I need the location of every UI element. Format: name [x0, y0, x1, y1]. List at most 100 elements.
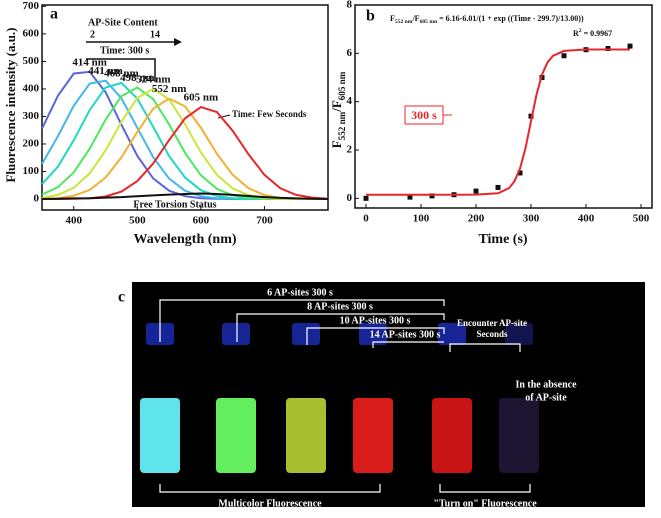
- photo-label: Seconds: [476, 329, 508, 339]
- vials: [140, 323, 539, 473]
- photo-label: of AP-site: [525, 392, 567, 403]
- text-part: = 6.16-6.01/(1 + exp ((Time - 299.7)/13.…: [437, 14, 584, 23]
- data-point: [528, 113, 534, 119]
- vial-body: [216, 398, 256, 473]
- annotation: 300 s: [411, 108, 437, 122]
- text-part: 605 nm: [420, 19, 438, 25]
- plot-frame: [41, 4, 329, 211]
- text-part: 605 nm: [337, 71, 347, 100]
- vial-cap: [222, 323, 250, 345]
- photo-label: In the absence: [515, 379, 577, 390]
- x-tick-label: 500: [129, 215, 146, 227]
- callout: [236, 313, 445, 342]
- series-line: [366, 48, 630, 196]
- bracket: [439, 484, 531, 493]
- vial-cap: [438, 323, 466, 345]
- annotation: 2: [90, 29, 95, 40]
- callout: [449, 343, 521, 352]
- annotation: Time: 300 s: [100, 45, 149, 56]
- y-tick-label: 400: [23, 82, 40, 94]
- peak-label: 498 nm: [120, 72, 155, 84]
- peak-label: 552 nm: [152, 83, 187, 95]
- y-tick-label: 200: [23, 137, 40, 149]
- y-tick-label: 300: [23, 110, 40, 122]
- photo-label: "Turn on" Fluorescence: [433, 498, 537, 509]
- peak-label: 468 nm: [104, 67, 139, 79]
- y-axis-label: F552 nm/F605 nm: [329, 71, 347, 148]
- y-tick-label: 8: [347, 0, 353, 11]
- data-point: [561, 53, 567, 59]
- y-tick-label: 4: [347, 95, 353, 107]
- y-tick-label: 0: [347, 192, 353, 204]
- annotation: Time: Few Seconds: [232, 109, 307, 119]
- text-part: 2: [579, 28, 582, 34]
- x-tick-label: 400: [66, 215, 83, 227]
- plot-frame: [354, 4, 653, 209]
- panel-letter: b: [366, 8, 375, 25]
- panel-letter: c: [118, 289, 125, 306]
- x-axis-label: Time (s): [478, 232, 527, 247]
- equation: F552 nm/F605 nm = 6.16-6.01/(1 + exp ((T…: [390, 14, 584, 25]
- photo-label: 8 AP-sites 300 s: [307, 301, 373, 312]
- peak-label: 441 nm: [88, 65, 123, 77]
- y-tick-label: 700: [23, 0, 40, 12]
- callout: [372, 341, 444, 348]
- pointer: [217, 114, 231, 119]
- data-point: [363, 195, 369, 201]
- data-point: [495, 184, 501, 190]
- text-part: F: [390, 14, 395, 23]
- vial-body: [140, 398, 180, 473]
- data-point: [517, 170, 523, 176]
- y-tick-label: 6: [347, 47, 353, 59]
- annotation: AP-Site Content: [88, 17, 158, 28]
- panel-letter: a: [50, 6, 58, 23]
- vial-body: [432, 398, 472, 473]
- text-part: R: [573, 29, 579, 38]
- vial-body: [286, 398, 326, 473]
- text-part: /F: [329, 100, 344, 113]
- data-point: [473, 188, 479, 194]
- data-point: [407, 194, 413, 200]
- peak-label: 414 nm: [72, 56, 107, 68]
- y-tick-label: 600: [23, 27, 40, 39]
- photo-label: 14 AP-sites 300 s: [370, 329, 441, 340]
- text-part: F: [329, 140, 344, 148]
- photo-label: Encounter AP-site: [457, 318, 527, 328]
- photo-label: Multicolor Fluorescence: [218, 498, 322, 509]
- x-tick-label: 700: [256, 215, 273, 227]
- callout: [159, 299, 445, 342]
- y-tick-label: 0: [34, 193, 40, 205]
- y-tick-label: 500: [23, 55, 40, 67]
- bracket: [159, 484, 381, 493]
- y-tick-label: 100: [23, 165, 40, 177]
- text-part: /F: [411, 14, 419, 23]
- text-part: 552 nm: [337, 111, 347, 140]
- data-point: [627, 43, 633, 49]
- x-tick-label: 200: [468, 213, 485, 225]
- vial-body: [353, 398, 393, 473]
- arrow: [86, 58, 156, 82]
- r-squared: R2 = 0.9967: [573, 28, 612, 38]
- callout-lines: [159, 299, 531, 493]
- x-tick-label: 0: [363, 213, 369, 225]
- x-tick-label: 400: [578, 213, 595, 225]
- annotation: 14: [150, 29, 160, 40]
- annotation: Free Torsion Status: [133, 199, 216, 210]
- vial-body: [499, 398, 539, 473]
- data-point: [429, 193, 435, 199]
- x-axis-label: Wavelength (nm): [133, 232, 236, 247]
- arrow-head: [174, 38, 182, 46]
- peak-label: 524 nm: [136, 73, 171, 85]
- y-tick-label: 2: [347, 144, 353, 156]
- callout: [306, 327, 445, 345]
- photo-label: 10 AP-sites 300 s: [340, 315, 411, 326]
- photo-label: 6 AP-sites 300 s: [267, 287, 333, 298]
- x-tick-label: 500: [633, 213, 650, 225]
- y-axis-label: Fluorescence intensity (a.u.): [3, 27, 18, 182]
- peak-label: 605 nm: [184, 92, 219, 104]
- vial-cap: [292, 323, 320, 345]
- x-tick-label: 300: [523, 213, 540, 225]
- x-tick-label: 100: [413, 213, 430, 225]
- text-part: = 0.9967: [582, 29, 613, 38]
